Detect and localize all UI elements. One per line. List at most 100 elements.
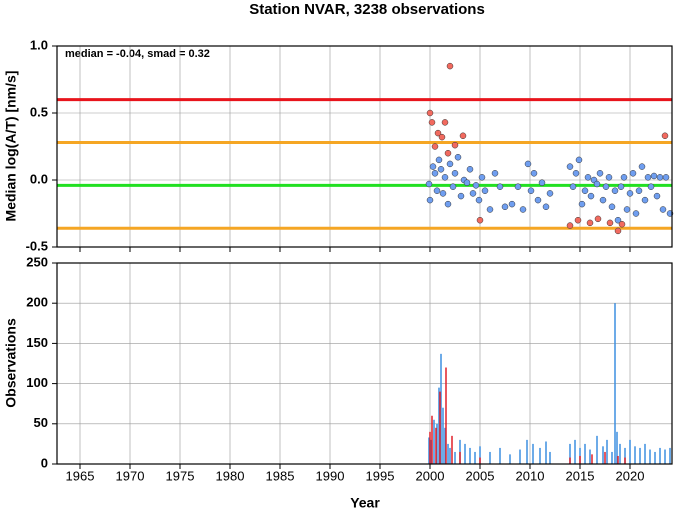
x-tick-label: 1965 [66,468,95,483]
x-tick-label: 1995 [366,468,395,483]
bar [624,457,626,464]
bar [479,457,481,464]
point [574,216,582,224]
point [454,153,462,161]
bar [439,391,441,464]
x-tick-label: 2000 [416,468,445,483]
bar [639,447,641,464]
bar [438,387,440,464]
point [431,143,439,150]
y-tick-label: -0.5 [26,238,48,253]
point [444,200,452,208]
bar [431,415,433,464]
point [501,203,509,211]
point [524,160,532,168]
point [429,163,437,170]
bar [579,455,581,464]
point [433,187,441,194]
point [538,179,546,186]
bar [602,446,604,464]
x-tick-label: 2015 [566,468,595,483]
y-tick-label: 0.5 [30,104,48,119]
y-tick-label: 200 [26,295,48,310]
point [457,192,465,200]
bar [574,439,576,464]
point [472,182,480,189]
bar [430,439,432,464]
x-tick-label: 1980 [216,468,245,483]
point [451,141,459,149]
point [569,183,577,190]
bar [444,427,446,464]
y-tick-label: 50 [34,415,48,430]
bar [569,457,571,464]
point [546,190,554,197]
point [566,222,574,229]
bar [449,447,451,464]
point [611,187,619,194]
y-tick-label: 1.0 [30,37,48,52]
point [606,219,614,227]
point [476,216,484,224]
bar [545,441,547,464]
point [647,183,655,190]
x-axis-label: Year [350,495,380,511]
point [641,196,649,204]
bar [669,447,671,464]
point [530,170,538,177]
y-axis-label: Median log(A/T) [nm/s] [3,71,19,222]
point [587,192,595,200]
bar [659,447,661,464]
point [581,187,589,194]
point [572,170,580,177]
point [599,196,607,204]
bar [489,451,491,464]
point [635,187,643,194]
point [614,227,622,235]
point [596,170,604,177]
bar [445,367,447,464]
point [618,220,626,228]
point [659,206,667,213]
bar [532,443,534,464]
bar [596,435,598,464]
point [586,219,594,227]
point [434,129,442,137]
bar [442,407,444,464]
bar [451,435,453,464]
point [441,174,449,181]
point [463,179,471,186]
y-tick-label: 150 [26,335,48,350]
bar [619,443,621,464]
y-axis-label: Observations [3,318,19,408]
point [425,180,433,188]
bar [614,303,616,464]
bar [509,454,511,464]
point [662,174,670,181]
point [486,206,494,213]
bar [429,431,431,464]
point [629,170,637,177]
point [459,132,467,140]
bar [474,451,476,464]
point [435,156,443,164]
bar [591,454,593,464]
bar [654,451,656,464]
point [475,196,483,204]
bar [629,439,631,464]
point [437,166,445,173]
bar [433,419,435,464]
bar [549,451,551,464]
point [439,190,447,197]
plot-frame [56,262,673,465]
point [593,180,601,188]
bar [479,446,481,464]
point [575,156,583,164]
point [638,163,646,170]
chart-title: Station NVAR, 3238 observations [249,1,485,18]
bar [436,423,438,464]
point [584,174,592,181]
point [446,62,454,70]
point [650,172,658,180]
